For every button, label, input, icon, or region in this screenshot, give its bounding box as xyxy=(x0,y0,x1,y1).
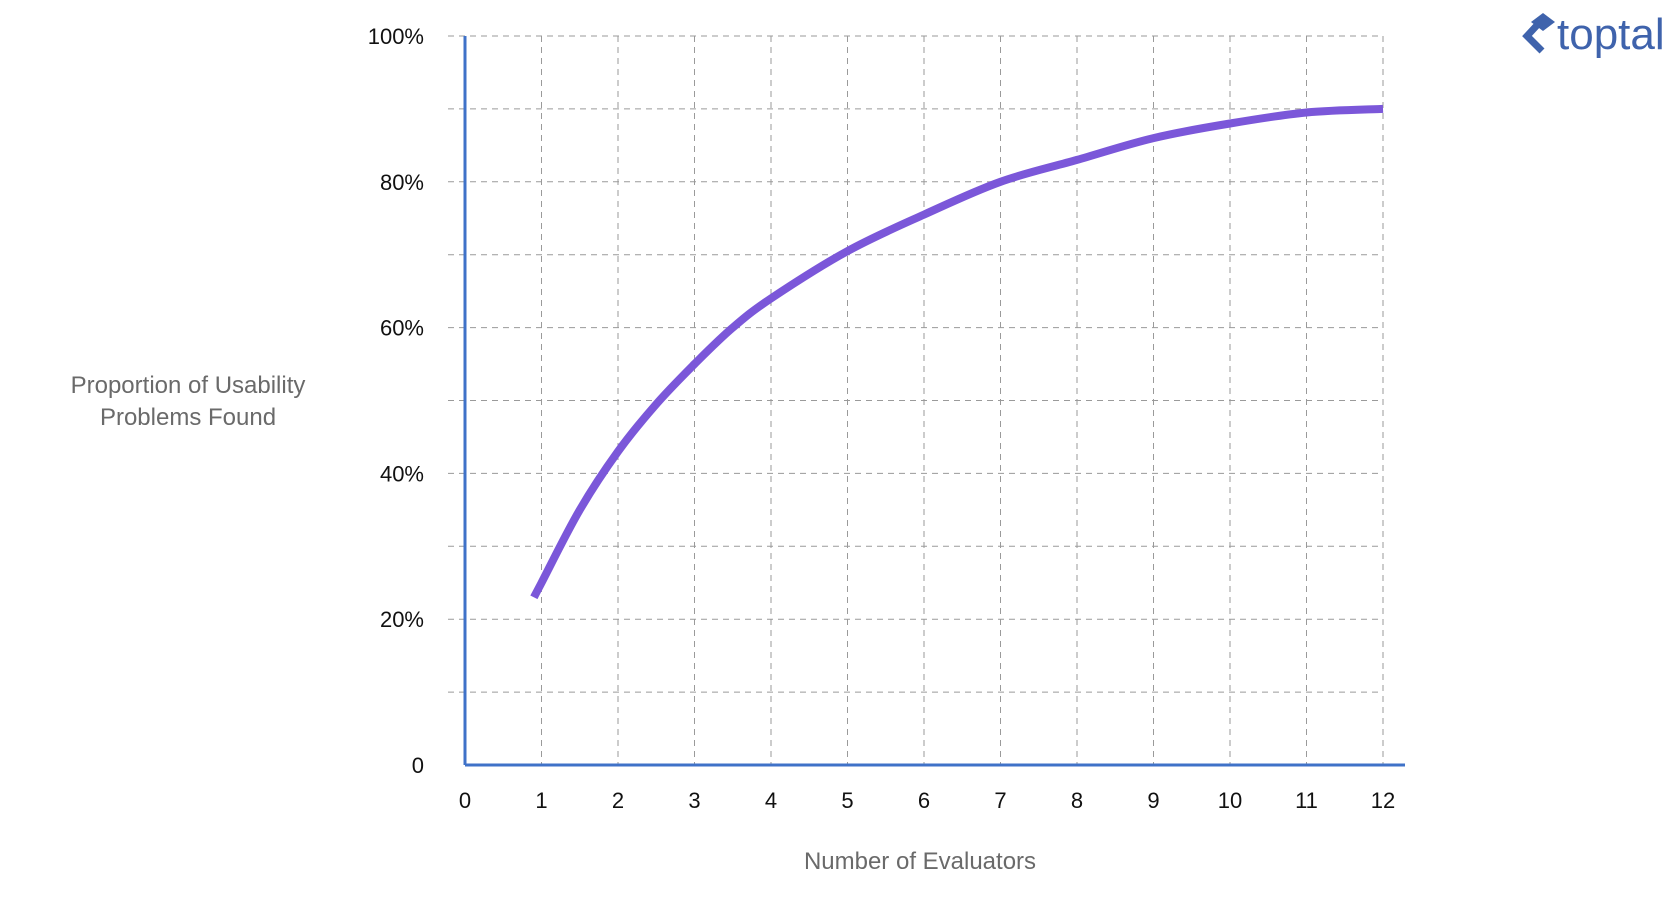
x-tick-label: 5 xyxy=(841,788,853,813)
x-tick-label: 9 xyxy=(1147,788,1159,813)
y-tick-label: 100% xyxy=(368,24,424,49)
x-tick-label: 8 xyxy=(1071,788,1083,813)
x-tick-label: 2 xyxy=(612,788,624,813)
x-tick-label: 1 xyxy=(535,788,547,813)
y-tick-label: 0 xyxy=(412,753,424,778)
y-axis-title-line-1: Proportion of Usability xyxy=(71,372,306,399)
x-axis-title: Number of Evaluators xyxy=(804,848,1036,875)
x-tick-label: 4 xyxy=(765,788,777,813)
y-tick-label: 60% xyxy=(380,316,424,341)
y-tick-label: 40% xyxy=(380,461,424,486)
series xyxy=(530,104,1384,600)
y-tick-label: 20% xyxy=(380,607,424,632)
x-tick-label: 12 xyxy=(1371,788,1395,813)
grid xyxy=(448,35,1384,765)
y-axis-title-line-2: Problems Found xyxy=(100,404,276,431)
x-tick-label: 7 xyxy=(994,788,1006,813)
toptal-logo: toptal xyxy=(1522,10,1665,59)
x-tick-label: 0 xyxy=(459,788,471,813)
x-tick-label: 11 xyxy=(1295,788,1318,813)
series-line-0 xyxy=(530,104,1384,600)
axes xyxy=(463,36,1405,767)
x-tick-label: 10 xyxy=(1218,788,1242,813)
logo-text: toptal xyxy=(1557,10,1665,59)
x-tick-label: 6 xyxy=(918,788,930,813)
x-tick-label: 3 xyxy=(688,788,700,813)
toptal-chevron-icon xyxy=(1522,13,1555,54)
y-tick-label: 80% xyxy=(380,170,424,195)
